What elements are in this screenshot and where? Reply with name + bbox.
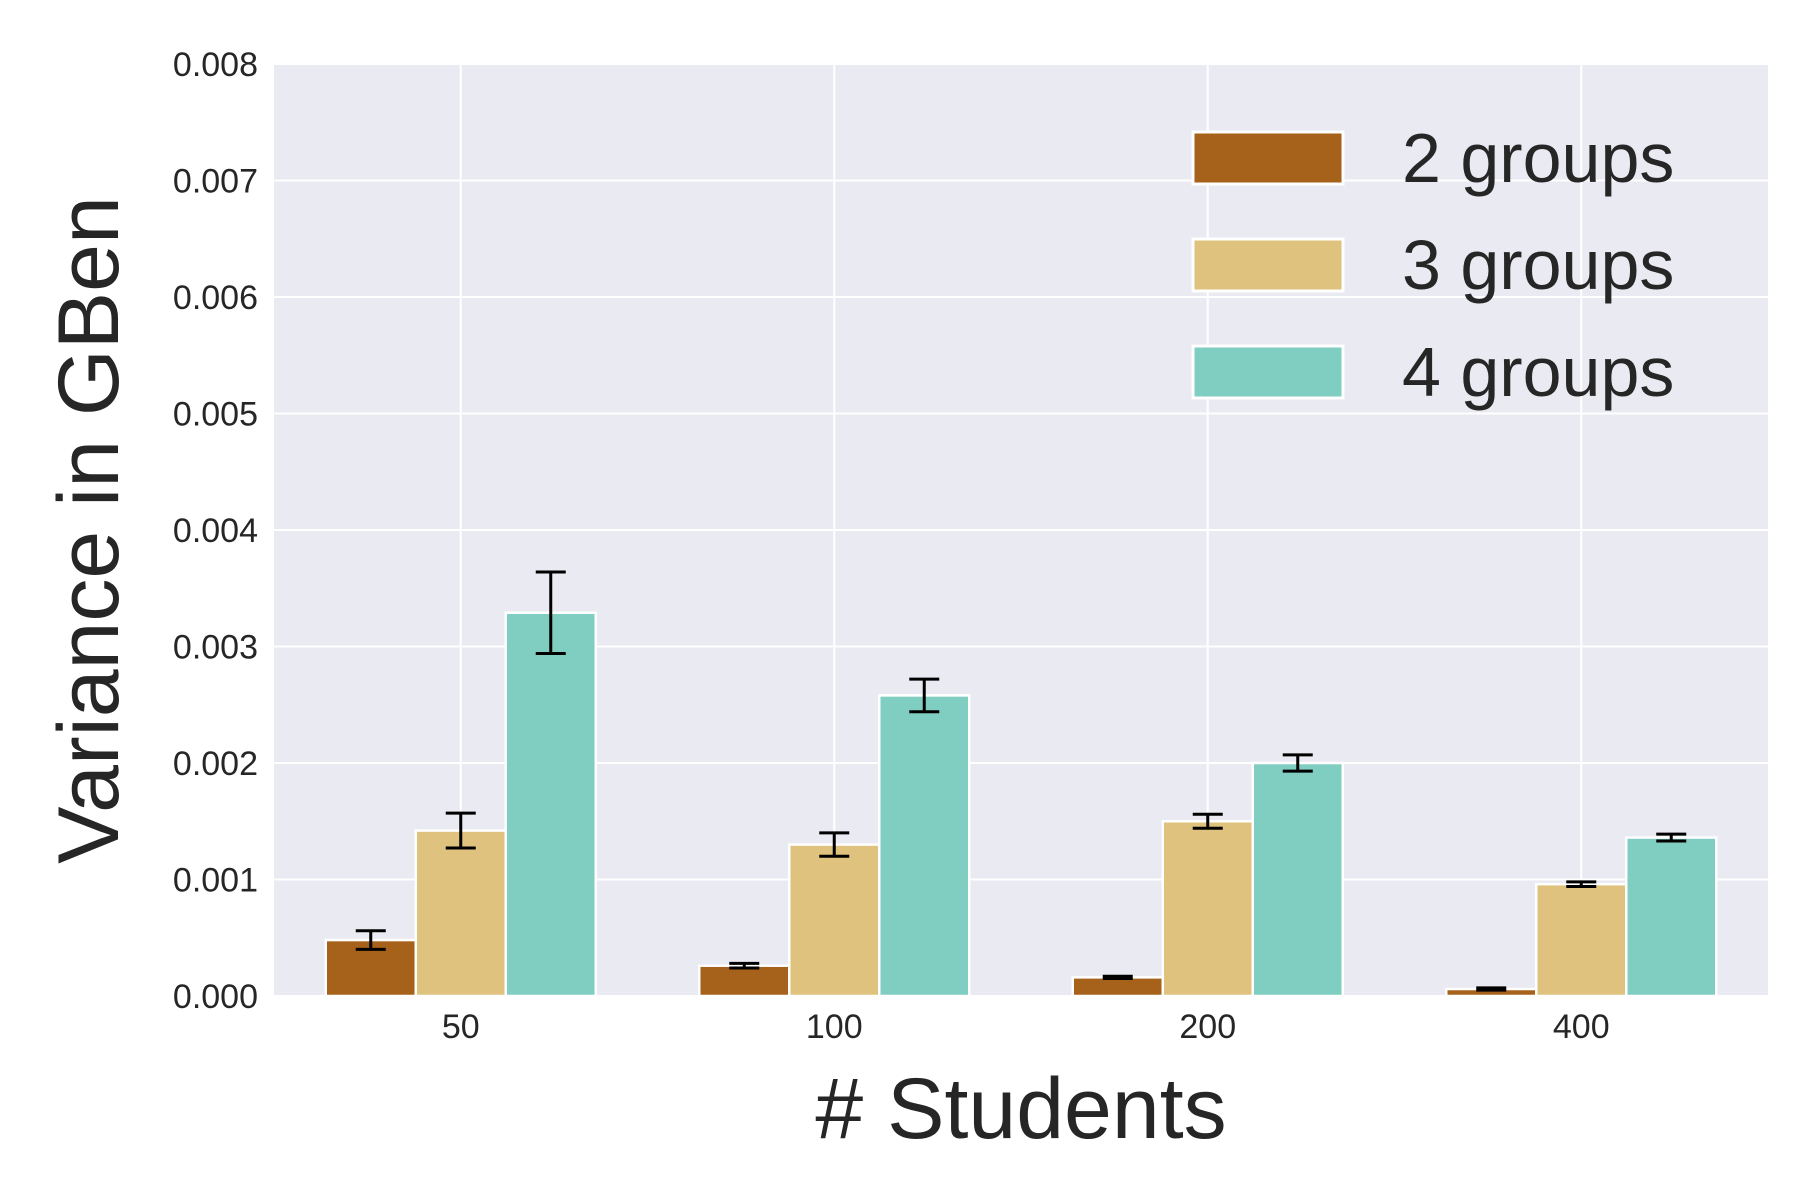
bars (324, 611, 1718, 998)
y-tick-label: 0.000 (173, 978, 258, 1016)
bar (878, 694, 971, 998)
y-tick-label: 0.005 (173, 396, 258, 434)
y-tick-label: 0.002 (173, 745, 258, 783)
bar (1535, 882, 1628, 998)
error-bars (355, 570, 1687, 992)
x-tick-labels: 50 100 200 400 (442, 1008, 1610, 1046)
x-tick-label: 100 (806, 1008, 863, 1046)
x-tick-label: 50 (442, 1008, 480, 1046)
y-tick-label: 0.006 (173, 279, 258, 317)
bar (1251, 761, 1344, 998)
y-tick-labels: 0.000 0.001 0.002 0.003 0.004 0.005 0.006 0.007… (173, 46, 258, 1016)
legend-swatch (1191, 344, 1345, 400)
legend-swatch (1191, 237, 1345, 293)
bar (1161, 820, 1254, 998)
y-tick-label: 0.007 (173, 163, 258, 201)
y-tick-label: 0.004 (173, 512, 258, 550)
bar (504, 611, 597, 998)
bar (698, 964, 791, 998)
x-tick-label: 200 (1179, 1008, 1236, 1046)
legend-label: 3 groups (1402, 226, 1674, 304)
legend-label: 4 groups (1402, 333, 1674, 411)
y-tick-label: 0.008 (173, 46, 258, 84)
x-tick-label: 400 (1553, 1008, 1610, 1046)
legend-label: 2 groups (1402, 119, 1674, 197)
x-axis-title: # Students (815, 1061, 1226, 1157)
bar (414, 829, 507, 998)
legend-swatch (1191, 130, 1345, 186)
y-axis-title: Variance in GBen (41, 196, 137, 864)
y-tick-label: 0.003 (173, 629, 258, 667)
bar (324, 938, 417, 998)
bar (1071, 976, 1164, 998)
y-tick-label: 0.001 (173, 862, 258, 900)
legend: 2 groups 3 groups 4 groups (1191, 119, 1674, 411)
bar (1625, 836, 1718, 998)
bar (788, 843, 881, 998)
